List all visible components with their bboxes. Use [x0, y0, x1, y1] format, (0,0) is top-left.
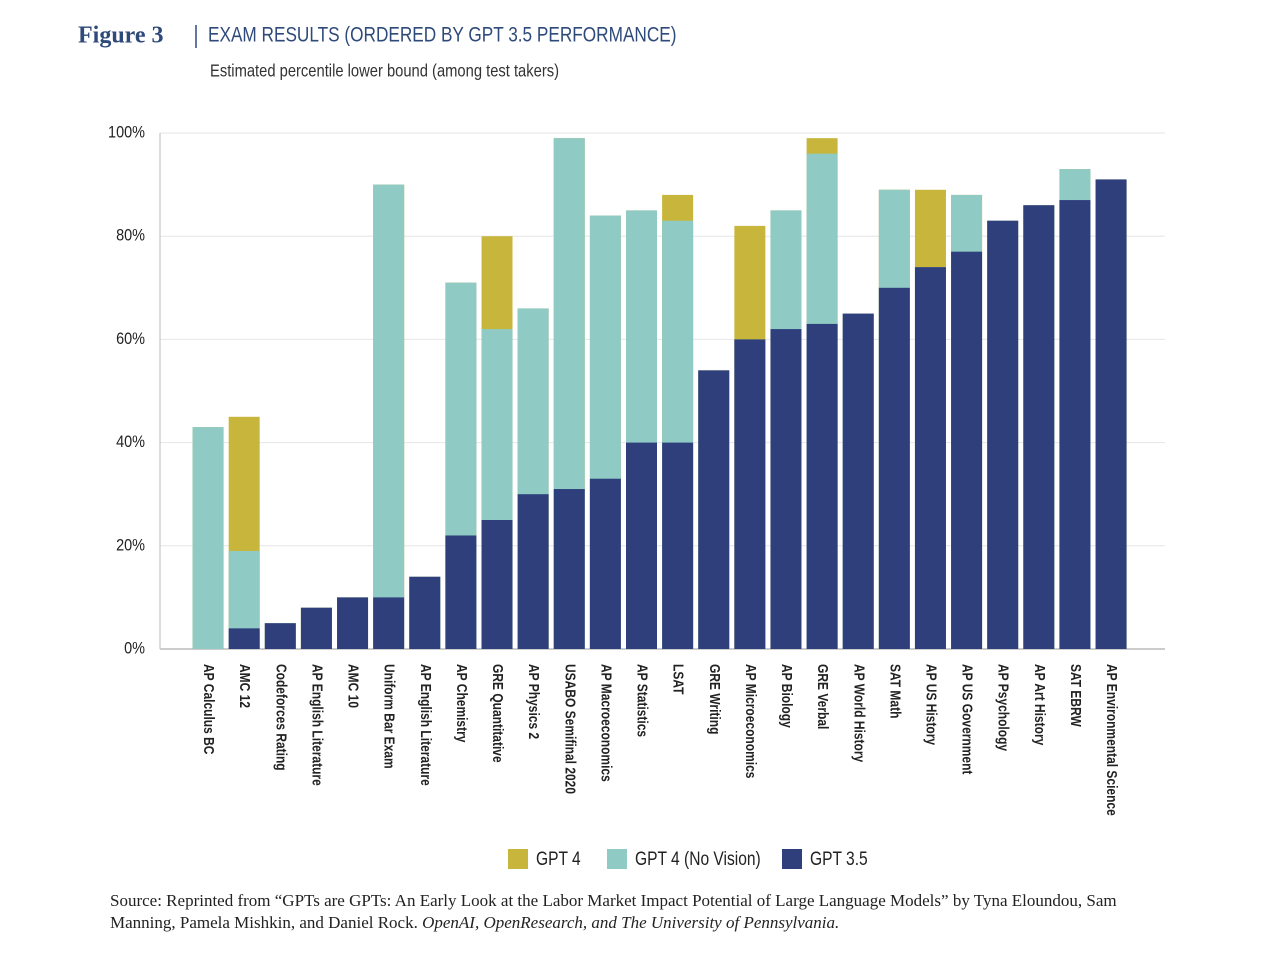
- bar: [553, 489, 585, 649]
- x-tick-label: GRE Verbal: [815, 664, 832, 729]
- bar: [770, 329, 802, 649]
- bar: [337, 597, 369, 649]
- bar: [192, 427, 224, 649]
- x-tick-label: AP English Literature: [309, 664, 326, 786]
- x-tick-label: AP World History: [851, 664, 868, 763]
- bar: [445, 535, 477, 649]
- x-tick-label: AP Psychology: [995, 664, 1012, 752]
- x-tick-label: GRE Quantitative: [490, 664, 507, 763]
- bar: [373, 597, 405, 649]
- bar: [300, 607, 332, 649]
- x-tick-label: USABO Semifinal 2020: [562, 664, 579, 794]
- chart-subtitle: Estimated percentile lower bound (among …: [210, 61, 559, 81]
- x-tick-label: SAT EBRW: [1068, 664, 1085, 727]
- x-tick-label: AP US History: [923, 664, 940, 746]
- legend-label: GPT 4: [536, 848, 581, 870]
- bar: [734, 339, 766, 649]
- x-tick-label: AP Microeconomics: [743, 664, 760, 778]
- figure-label: Figure 3: [78, 23, 164, 49]
- x-tick-label: AP Chemistry: [454, 664, 471, 743]
- source-institutions: OpenAI, OpenResearch, and The University…: [422, 913, 840, 932]
- bar: [517, 494, 549, 649]
- x-tick-label: SAT Math: [887, 664, 904, 718]
- legend-swatch: [607, 849, 627, 869]
- y-tick-label: 60%: [116, 330, 145, 348]
- y-tick-label: 0%: [124, 639, 145, 657]
- bar: [914, 267, 946, 649]
- bar: [481, 520, 513, 649]
- bar: [698, 370, 730, 649]
- bar: [1023, 205, 1055, 650]
- legend-swatch: [782, 849, 802, 869]
- bar: [951, 251, 983, 649]
- y-tick-label: 100%: [108, 123, 145, 141]
- bar: [589, 478, 621, 649]
- bar: [1059, 200, 1091, 649]
- x-tick-label: AP Calculus BC: [201, 664, 218, 755]
- legend-label: GPT 4 (No Vision): [635, 848, 761, 870]
- bar: [264, 623, 296, 649]
- x-tick-label: GRE Writing: [706, 664, 723, 734]
- legend-label: GPT 3.5: [810, 848, 868, 870]
- bar: [228, 628, 260, 649]
- x-tick-label: AP Art History: [1032, 664, 1049, 746]
- x-tick-label: AP US Government: [959, 664, 976, 775]
- x-tick-label: Codeforces Rating: [273, 664, 290, 771]
- x-tick-label: LSAT: [670, 664, 687, 695]
- x-tick-label: AP Macroeconomics: [598, 664, 615, 782]
- x-tick-label: AP English Literature: [417, 664, 434, 786]
- x-tick-label: AP Physics 2: [526, 664, 543, 740]
- legend-swatch: [508, 849, 528, 869]
- x-tick-label: AP Statistics: [634, 664, 651, 737]
- bar: [409, 576, 441, 649]
- bar: [842, 313, 874, 649]
- x-tick-label: AP Environmental Science: [1104, 664, 1121, 816]
- bar: [987, 220, 1019, 649]
- bar: [878, 287, 910, 649]
- source-text: Source: Reprinted from “GPTs are GPTs: A…: [110, 891, 1117, 932]
- x-tick-label: AMC 12: [237, 664, 254, 708]
- y-tick-label: 20%: [116, 536, 145, 554]
- bar: [626, 442, 657, 649]
- bar: [662, 442, 694, 649]
- bar: [373, 184, 405, 649]
- x-tick-label: Uniform Bar Exam: [381, 664, 398, 769]
- x-tick-label: AMC 10: [345, 664, 362, 708]
- bar: [806, 323, 838, 649]
- source: Source: Reprinted from “GPTs are GPTs: A…: [110, 890, 1160, 934]
- x-tick-label: AP Biology: [779, 664, 796, 728]
- y-tick-label: 40%: [116, 433, 145, 451]
- bar: [1095, 179, 1127, 649]
- y-tick-label: 80%: [116, 227, 145, 245]
- chart-title: EXAM RESULTS (ORDERED BY GPT 3.5 PERFORM…: [208, 24, 676, 47]
